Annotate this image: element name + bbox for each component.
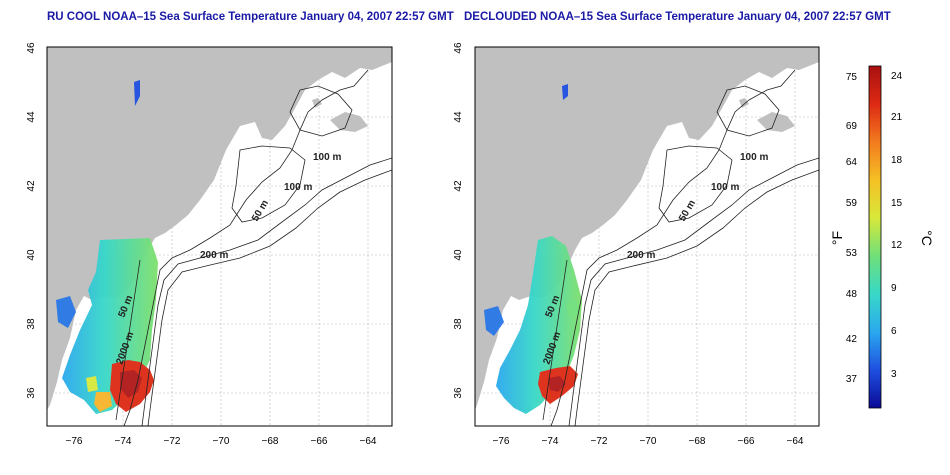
left-map-lon-axis: −76 −74 −72 −70 −68 −66 −64 [66, 436, 377, 447]
lon-tick-label: −76 [493, 436, 510, 447]
c-tick-label: 18 [891, 155, 903, 166]
lat-tick-label: 40 [453, 249, 464, 261]
left-map-lat-axis: 36 38 40 42 44 46 [26, 42, 37, 399]
left-map-land [47, 47, 392, 410]
lat-tick-label: 46 [26, 42, 37, 54]
colorbar: 75 69 64 59 53 48 42 37 24 21 18 15 12 9… [829, 65, 935, 409]
right-map-land [475, 47, 819, 410]
lat-tick-label: 46 [453, 42, 464, 54]
lon-tick-label: −64 [360, 436, 377, 447]
contour-label: 100 m [740, 152, 768, 163]
contour-label: 100 m [313, 152, 341, 163]
right-map-lat-axis: 36 38 40 42 44 46 [453, 42, 464, 399]
colorbar-f-ticks: 75 69 64 59 53 48 42 37 [846, 72, 858, 385]
right-map-frame [474, 46, 820, 427]
f-tick-label: 37 [846, 374, 858, 385]
c-tick-label: 9 [891, 283, 897, 294]
f-tick-label: 75 [846, 72, 858, 83]
right-map-lon-axis: −76 −74 −72 −70 −68 −66 −64 [493, 436, 804, 447]
contour-label: 100 m [284, 182, 312, 193]
left-map-title: RU COOL NOAA–15 Sea Surface Temperature … [47, 11, 454, 23]
lat-tick-label: 44 [453, 111, 464, 123]
lon-tick-label: −72 [591, 436, 608, 447]
lat-tick-label: 40 [26, 249, 37, 261]
lon-tick-label: −72 [164, 436, 181, 447]
lon-tick-label: −74 [542, 436, 559, 447]
lon-tick-label: −76 [66, 436, 83, 447]
c-tick-label: 15 [891, 198, 903, 209]
left-map-panel: 100 m 100 m 50 m 200 m 50 m 2000 m −76 −… [26, 42, 393, 447]
f-tick-label: 69 [846, 121, 858, 132]
contour-label: 100 m [711, 182, 739, 193]
c-tick-label: 3 [891, 369, 897, 380]
lon-tick-label: −68 [262, 436, 279, 447]
lat-tick-label: 36 [26, 387, 37, 399]
colorbar-c-label: °C [919, 230, 935, 246]
c-tick-label: 12 [891, 240, 903, 251]
f-tick-label: 42 [846, 334, 858, 345]
colorbar-f-label: °F [829, 231, 845, 245]
f-tick-label: 53 [846, 248, 858, 259]
lat-tick-label: 42 [453, 180, 464, 192]
lat-tick-label: 38 [453, 318, 464, 330]
lon-tick-label: −66 [738, 436, 755, 447]
lat-tick-label: 44 [26, 111, 37, 123]
f-tick-label: 64 [846, 157, 858, 168]
lon-tick-label: −70 [640, 436, 657, 447]
right-map-title: DECLOUDED NOAA–15 Sea Surface Temperatur… [464, 11, 891, 23]
lon-tick-label: −64 [787, 436, 804, 447]
right-map-contours [542, 69, 819, 426]
right-map-sst [484, 84, 582, 414]
lon-tick-label: −66 [311, 436, 328, 447]
lat-tick-label: 42 [26, 180, 37, 192]
colorbar-bar [868, 65, 882, 409]
colorbar-c-ticks: 24 21 18 15 12 9 6 3 [891, 71, 903, 380]
lon-tick-label: −70 [213, 436, 230, 447]
left-map-sst [56, 80, 158, 414]
right-map-panel: 100 m 100 m 50 m 200 m 50 m 2000 m −76 −… [453, 42, 820, 447]
contour-label: 200 m [200, 250, 228, 261]
c-tick-label: 24 [891, 71, 903, 82]
left-map-contours [115, 69, 392, 426]
lat-tick-label: 38 [26, 318, 37, 330]
lat-tick-label: 36 [453, 387, 464, 399]
left-map-frame [46, 46, 393, 427]
lon-tick-label: −68 [689, 436, 706, 447]
lon-tick-label: −74 [115, 436, 132, 447]
contour-label: 200 m [627, 250, 655, 261]
f-tick-label: 48 [846, 289, 858, 300]
c-tick-label: 21 [891, 112, 903, 123]
f-tick-label: 59 [846, 198, 858, 209]
c-tick-label: 6 [891, 326, 897, 337]
